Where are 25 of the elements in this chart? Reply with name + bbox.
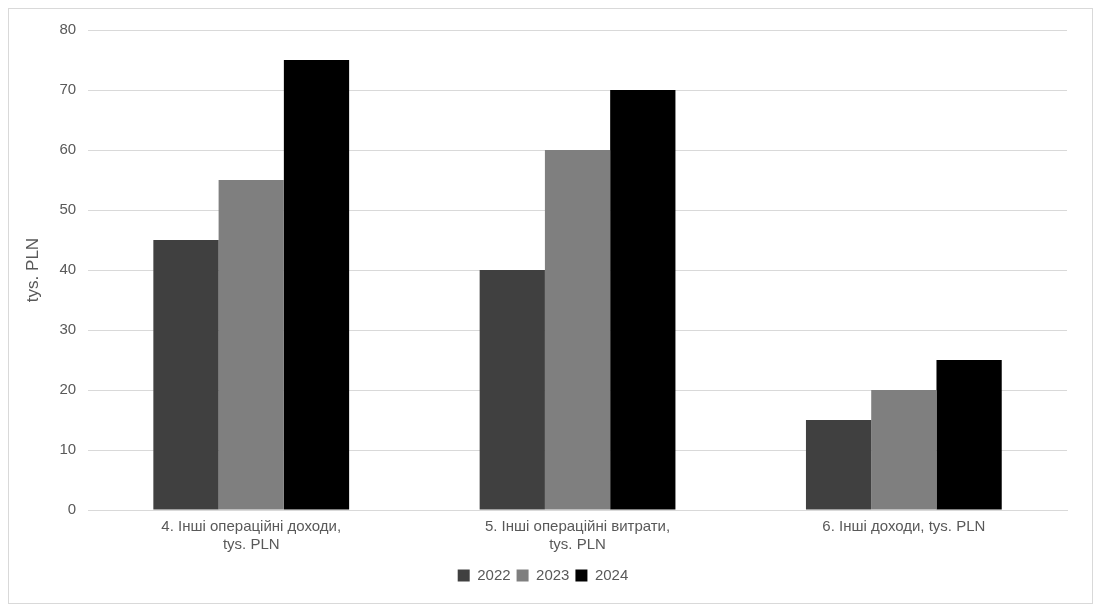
bar bbox=[544, 150, 611, 510]
y-tick-label: 20 bbox=[59, 380, 77, 398]
y-axis-title: tys. PLN bbox=[22, 237, 42, 303]
y-tick-label: 30 bbox=[59, 320, 77, 338]
y-tick-label: 80 bbox=[59, 20, 77, 38]
bar bbox=[805, 420, 872, 510]
bar bbox=[936, 360, 1002, 510]
y-tick-label: 50 bbox=[59, 200, 77, 218]
bar bbox=[153, 240, 219, 510]
y-tick-label: 0 bbox=[67, 500, 77, 518]
legend-label: 2024 bbox=[594, 565, 629, 583]
bar bbox=[479, 270, 545, 510]
x-tick-label: 6. Інші доходи, tys. PLN bbox=[822, 517, 986, 535]
bar bbox=[871, 390, 937, 510]
bar bbox=[283, 60, 350, 510]
y-tick-label: 40 bbox=[59, 260, 77, 278]
y-tick-label: 70 bbox=[59, 80, 77, 98]
y-tick-label: 60 bbox=[59, 140, 77, 158]
y-tick-label: 10 bbox=[59, 440, 77, 458]
bar bbox=[218, 180, 284, 510]
bar bbox=[610, 90, 676, 510]
legend-label: 2022 bbox=[477, 565, 511, 583]
x-tick-label: 4. Інші операційні доходи, tys. PLN bbox=[161, 517, 342, 553]
x-tick-label: 5. Інші операційні витрати, tys. PLN bbox=[484, 517, 671, 553]
legend-label: 2023 bbox=[536, 565, 570, 583]
